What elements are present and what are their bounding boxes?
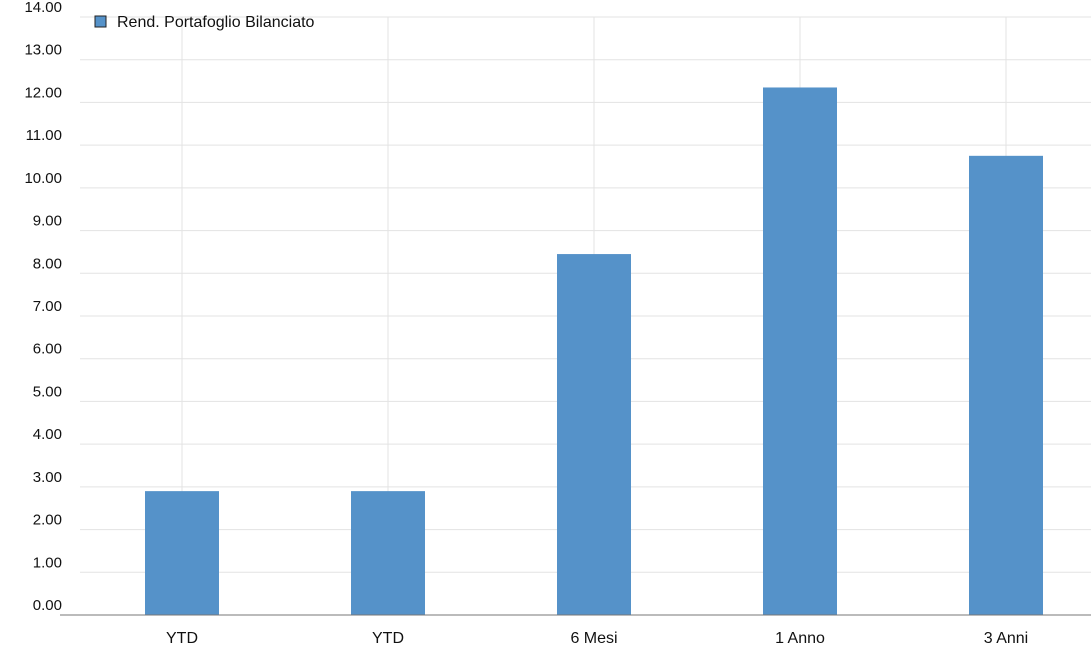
bar-6-mesi <box>557 254 631 616</box>
y-tick-label: 10.00 <box>24 170 62 187</box>
y-tick-label: 11.00 <box>26 127 62 144</box>
y-tick-label: 5.00 <box>33 383 62 400</box>
legend-swatch <box>94 15 107 28</box>
y-tick-label: 9.00 <box>33 213 62 230</box>
x-tick-label: YTD <box>372 630 404 647</box>
x-axis-tick-labels: YTD YTD 6 Mesi 1 Anno 3 Anni <box>166 630 1028 647</box>
y-tick-label: 0.00 <box>33 597 62 614</box>
y-tick-label: 4.00 <box>33 426 62 443</box>
y-tick-label: 13.00 <box>24 42 62 59</box>
x-tick-label: 3 Anni <box>984 630 1028 647</box>
bars <box>145 87 1043 616</box>
bar-ytd <box>145 491 219 615</box>
y-tick-label: 6.00 <box>33 341 62 358</box>
y-tick-label: 8.00 <box>33 255 62 272</box>
legend-label: Rend. Portafoglio Bilanciato <box>117 14 315 31</box>
y-tick-label: 1.00 <box>33 554 62 571</box>
y-tick-label: 7.00 <box>33 298 62 315</box>
x-tick-label: YTD <box>166 630 198 647</box>
x-tick-label: 1 Anno <box>775 630 825 647</box>
y-axis-tick-labels: 0.00 1.00 2.00 3.00 4.00 5.00 6.00 7.00 8.00 9.00… <box>24 0 62 614</box>
y-tick-label: 3.00 <box>33 469 62 486</box>
y-tick-label: 12.00 <box>24 84 62 101</box>
bar-3-anni <box>969 155 1043 616</box>
y-tick-label: 14.00 <box>24 0 62 16</box>
x-tick-label: 6 Mesi <box>570 630 617 647</box>
bar-ytd <box>351 491 425 615</box>
bar-1-anno <box>763 87 837 615</box>
y-tick-label: 2.00 <box>33 512 62 529</box>
legend: Rend. Portafoglio Bilanciato <box>94 14 315 31</box>
